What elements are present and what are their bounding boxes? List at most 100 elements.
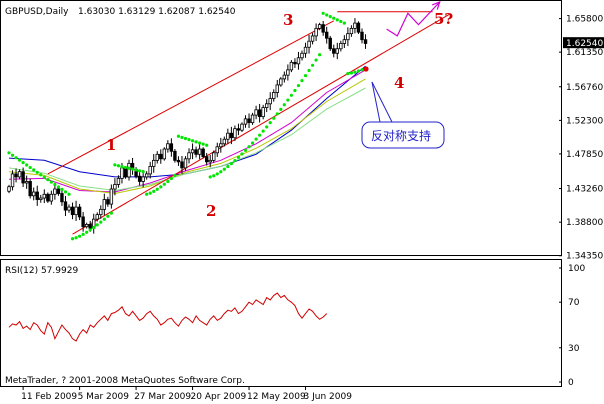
- price-panel[interactable]: [0, 0, 562, 256]
- psar-dot: [254, 137, 258, 141]
- psar-dot: [215, 172, 219, 176]
- candle: [286, 64, 290, 81]
- psar-dot: [240, 152, 244, 156]
- psar-dot: [236, 155, 241, 159]
- psar-dot: [332, 16, 336, 20]
- psar-dot: [56, 185, 61, 189]
- candle-body: [183, 158, 188, 169]
- candle-body: [310, 35, 315, 42]
- rsi-panel[interactable]: [0, 259, 562, 387]
- candle-body: [77, 206, 82, 218]
- psar-dot: [310, 63, 315, 67]
- psar-dot: [268, 121, 272, 125]
- psar-dot: [356, 69, 361, 73]
- candle: [317, 22, 322, 31]
- psar-dot: [335, 18, 339, 22]
- candle-body: [155, 153, 159, 161]
- psar-dot: [289, 93, 293, 97]
- copyright-text: MetaTrader, ? 2001-2008 MetaQuotes Softw…: [5, 376, 245, 386]
- candle-body: [289, 61, 294, 71]
- candle-body: [166, 143, 170, 150]
- candle-body: [254, 109, 258, 116]
- date-tick-label: 11 Feb 2009: [21, 392, 77, 402]
- candle: [335, 42, 339, 60]
- support-note: 反对称支持: [371, 128, 431, 143]
- candle-body: [49, 193, 54, 202]
- candle: [219, 137, 223, 153]
- channel-line-1: [72, 13, 451, 235]
- psar-dot: [123, 165, 128, 170]
- candle-body: [88, 224, 92, 229]
- candle: [268, 92, 272, 111]
- candle-body: [190, 149, 195, 154]
- candle-body: [148, 165, 152, 175]
- psar-dot: [360, 68, 364, 72]
- candle: [127, 159, 131, 181]
- psar-dot: [219, 170, 223, 174]
- candle-body: [42, 193, 46, 199]
- candle-body: [95, 214, 99, 220]
- psar-dot: [134, 168, 138, 172]
- candle-body: [39, 197, 43, 200]
- candle: [204, 152, 209, 166]
- price-tick-label: 1.52300: [566, 116, 603, 126]
- candle-body: [162, 148, 167, 160]
- candle-body: [99, 208, 103, 216]
- candle-body: [187, 152, 191, 160]
- candle-body: [243, 118, 248, 125]
- candle: [144, 171, 149, 180]
- psar-dot: [198, 141, 202, 145]
- candle: [102, 193, 107, 216]
- candle: [282, 71, 287, 83]
- candle: [257, 103, 262, 123]
- candle: [77, 203, 82, 221]
- psar-dot: [10, 153, 15, 157]
- candle-body: [215, 146, 219, 154]
- candle: [201, 147, 205, 159]
- candle: [243, 115, 248, 128]
- candle-body: [233, 128, 237, 139]
- candle-body: [53, 188, 57, 195]
- candle: [155, 151, 159, 164]
- psar-dot: [7, 151, 11, 155]
- candle-body: [7, 186, 11, 192]
- psar-dot: [28, 165, 32, 170]
- candle-body: [204, 156, 209, 163]
- psar-dot: [243, 148, 248, 153]
- wave5-arrowhead: [431, 0, 441, 10]
- candle: [296, 51, 301, 70]
- rsi-tick-label: 0: [568, 378, 574, 388]
- candle: [166, 140, 170, 153]
- candle-body: [268, 98, 272, 105]
- psar-dot: [113, 163, 117, 167]
- psar-dot: [148, 191, 152, 195]
- psar-dot: [81, 232, 85, 236]
- candle: [74, 200, 78, 221]
- candle-body: [272, 92, 276, 99]
- candle: [197, 144, 202, 160]
- candle-body: [102, 199, 107, 210]
- date-tick-label: 20 Apr 2009: [191, 392, 247, 402]
- candle-body: [21, 171, 25, 184]
- candle: [342, 35, 347, 48]
- psar-dot: [342, 21, 346, 25]
- candle: [99, 205, 103, 219]
- wave5-projection: [386, 1, 441, 37]
- psar-dot: [187, 138, 191, 142]
- candle: [307, 34, 311, 54]
- rsi-title: RSI(12) 57.9929: [5, 266, 78, 276]
- candle-body: [300, 52, 304, 59]
- psar-dot: [293, 88, 297, 93]
- channel-line-2: [47, 20, 334, 175]
- candle-body: [194, 149, 198, 155]
- candle: [303, 42, 308, 58]
- candle-body: [303, 46, 308, 54]
- psar-dot: [159, 185, 163, 189]
- candle: [67, 204, 71, 213]
- candle: [264, 99, 269, 113]
- candle-body: [141, 176, 145, 182]
- candle-body: [127, 162, 131, 178]
- candle-body: [261, 107, 265, 118]
- wave-label-5: 5?: [434, 10, 453, 28]
